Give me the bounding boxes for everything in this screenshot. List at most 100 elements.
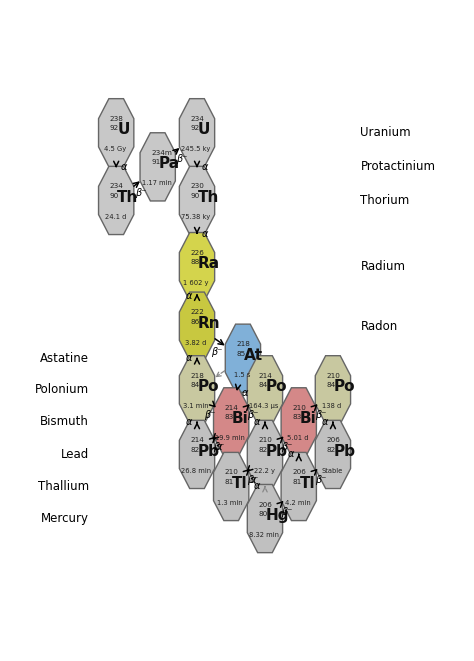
Text: Bi: Bi xyxy=(232,411,249,426)
Text: 84: 84 xyxy=(258,382,267,389)
Text: 80: 80 xyxy=(258,511,267,517)
Text: 234m: 234m xyxy=(151,150,172,156)
Text: Tl: Tl xyxy=(232,476,248,491)
Text: Mercury: Mercury xyxy=(41,512,89,525)
Text: Protactinium: Protactinium xyxy=(360,161,436,173)
Text: 1 602 y: 1 602 y xyxy=(183,280,209,286)
Text: Bi: Bi xyxy=(300,411,317,426)
Polygon shape xyxy=(213,388,249,456)
Text: 24.1 d: 24.1 d xyxy=(105,214,126,220)
Polygon shape xyxy=(281,388,317,456)
Text: 164.3 μs: 164.3 μs xyxy=(249,403,279,409)
Polygon shape xyxy=(247,356,283,424)
Text: 86: 86 xyxy=(191,319,200,325)
Text: 214: 214 xyxy=(225,405,238,411)
Text: 92: 92 xyxy=(109,126,119,132)
Text: α: α xyxy=(186,353,192,363)
Text: Hg: Hg xyxy=(266,508,290,523)
Text: β⁻: β⁻ xyxy=(210,347,222,357)
Text: Po: Po xyxy=(334,379,356,395)
Text: 81: 81 xyxy=(225,479,234,485)
Text: 206: 206 xyxy=(326,438,340,444)
Polygon shape xyxy=(99,98,134,167)
Polygon shape xyxy=(213,452,249,521)
Text: Thallium: Thallium xyxy=(37,480,89,493)
Text: β⁻: β⁻ xyxy=(176,154,187,165)
Text: Bismuth: Bismuth xyxy=(40,415,89,428)
Text: 226: 226 xyxy=(191,250,204,256)
Text: 1.5 s: 1.5 s xyxy=(234,372,250,378)
Text: 84: 84 xyxy=(191,382,200,389)
Text: β⁻: β⁻ xyxy=(213,442,224,452)
Text: 210: 210 xyxy=(258,438,272,444)
Text: Lead: Lead xyxy=(60,448,89,461)
Text: Th: Th xyxy=(117,190,138,205)
Text: β⁻: β⁻ xyxy=(247,410,258,420)
Text: α: α xyxy=(186,292,192,301)
Text: 230: 230 xyxy=(191,184,204,190)
Text: Tl: Tl xyxy=(300,476,315,491)
Text: 92: 92 xyxy=(191,126,200,132)
Text: 85: 85 xyxy=(236,351,246,357)
Text: 8.32 min: 8.32 min xyxy=(249,532,279,538)
Text: 222: 222 xyxy=(191,309,204,315)
Text: 206: 206 xyxy=(258,502,272,508)
Polygon shape xyxy=(140,133,175,201)
Polygon shape xyxy=(99,167,134,235)
Text: 210: 210 xyxy=(326,373,340,379)
Text: 81: 81 xyxy=(292,479,301,485)
Text: α: α xyxy=(254,481,260,492)
Text: Pa: Pa xyxy=(159,157,180,171)
Text: α: α xyxy=(202,229,208,239)
Text: 210: 210 xyxy=(225,469,238,475)
Polygon shape xyxy=(179,420,215,488)
Text: β⁻: β⁻ xyxy=(315,475,326,485)
Polygon shape xyxy=(179,356,215,424)
Text: 206: 206 xyxy=(292,469,306,475)
Text: 83: 83 xyxy=(292,414,301,420)
Text: 88: 88 xyxy=(191,259,200,265)
Text: U: U xyxy=(198,122,210,137)
Text: β⁻: β⁻ xyxy=(204,410,215,420)
Text: Ra: Ra xyxy=(198,256,220,271)
Polygon shape xyxy=(315,420,351,488)
Polygon shape xyxy=(315,356,351,424)
Text: 238: 238 xyxy=(109,116,123,122)
Text: β⁻: β⁻ xyxy=(315,410,326,420)
Text: U: U xyxy=(117,122,129,137)
Text: β⁻: β⁻ xyxy=(247,475,258,485)
Text: 138 d: 138 d xyxy=(322,403,342,409)
Polygon shape xyxy=(281,452,317,521)
Text: 3.82 d: 3.82 d xyxy=(185,340,207,346)
Text: 234: 234 xyxy=(109,184,123,190)
Text: Polonium: Polonium xyxy=(35,383,89,397)
Text: Uranium: Uranium xyxy=(360,126,411,139)
Text: Pb: Pb xyxy=(334,444,356,459)
Text: Astatine: Astatine xyxy=(40,352,89,365)
Text: Rn: Rn xyxy=(198,316,220,330)
Text: α: α xyxy=(186,417,192,427)
Polygon shape xyxy=(247,420,283,488)
Text: 90: 90 xyxy=(109,193,119,199)
Text: 75.38 ky: 75.38 ky xyxy=(182,214,210,220)
Polygon shape xyxy=(247,485,283,553)
Text: 83: 83 xyxy=(225,414,234,420)
Text: α: α xyxy=(216,442,222,452)
Text: 90: 90 xyxy=(191,193,200,199)
Polygon shape xyxy=(179,292,215,360)
Text: 4.2 min: 4.2 min xyxy=(285,500,310,506)
Text: β⁻: β⁻ xyxy=(281,442,292,452)
Text: 4.5 Gy: 4.5 Gy xyxy=(104,146,127,153)
Text: 210: 210 xyxy=(292,405,306,411)
Text: β⁻: β⁻ xyxy=(281,507,292,517)
Text: α: α xyxy=(249,475,256,485)
Text: 218: 218 xyxy=(236,341,250,347)
Text: α: α xyxy=(202,161,208,172)
Text: 1.17 min: 1.17 min xyxy=(142,180,172,186)
Polygon shape xyxy=(179,233,215,301)
Text: 234: 234 xyxy=(191,116,204,122)
Polygon shape xyxy=(225,324,261,393)
Text: Stable: Stable xyxy=(321,468,343,474)
Text: 82: 82 xyxy=(191,447,200,453)
Text: 218: 218 xyxy=(191,373,204,379)
